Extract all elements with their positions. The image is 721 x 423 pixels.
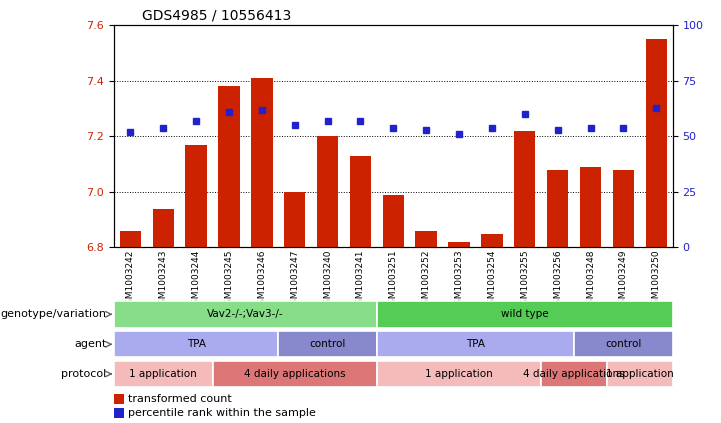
Bar xyxy=(547,170,568,247)
Bar xyxy=(153,209,174,247)
Bar xyxy=(251,78,273,247)
Text: 1 application: 1 application xyxy=(425,369,493,379)
Bar xyxy=(350,156,371,247)
Bar xyxy=(114,331,278,357)
Text: GSM1003249: GSM1003249 xyxy=(619,250,628,310)
Bar xyxy=(377,301,673,327)
Text: genotype/variation: genotype/variation xyxy=(1,309,107,319)
Text: protocol: protocol xyxy=(61,369,107,379)
Text: GSM1003244: GSM1003244 xyxy=(192,250,200,310)
Bar xyxy=(580,167,601,247)
Text: GDS4985 / 10556413: GDS4985 / 10556413 xyxy=(142,9,291,23)
Text: transformed count: transformed count xyxy=(128,394,231,404)
Bar xyxy=(481,233,503,247)
Bar xyxy=(114,301,377,327)
Bar xyxy=(514,131,536,247)
Text: wild type: wild type xyxy=(501,309,549,319)
Text: control: control xyxy=(309,339,346,349)
Bar xyxy=(415,231,437,247)
Text: GSM1003252: GSM1003252 xyxy=(422,250,430,310)
Text: agent: agent xyxy=(74,339,107,349)
Text: GSM1003247: GSM1003247 xyxy=(290,250,299,310)
Bar xyxy=(317,137,338,247)
Text: GSM1003243: GSM1003243 xyxy=(159,250,168,310)
Bar xyxy=(541,361,607,387)
Bar xyxy=(218,86,239,247)
Bar xyxy=(448,242,469,247)
Text: 1 application: 1 application xyxy=(129,369,197,379)
Text: Vav2-/-;Vav3-/-: Vav2-/-;Vav3-/- xyxy=(207,309,283,319)
Text: control: control xyxy=(605,339,642,349)
Bar xyxy=(284,192,306,247)
Text: TPA: TPA xyxy=(187,339,205,349)
Bar xyxy=(383,195,404,247)
Bar xyxy=(114,361,213,387)
Bar xyxy=(613,170,634,247)
Bar xyxy=(278,331,377,357)
Text: GSM1003246: GSM1003246 xyxy=(257,250,266,310)
Text: 4 daily applications: 4 daily applications xyxy=(244,369,345,379)
Bar xyxy=(377,331,574,357)
Text: TPA: TPA xyxy=(466,339,485,349)
Text: GSM1003241: GSM1003241 xyxy=(356,250,365,310)
Bar xyxy=(377,361,541,387)
Bar xyxy=(574,331,673,357)
Bar xyxy=(114,394,124,404)
Text: GSM1003256: GSM1003256 xyxy=(553,250,562,310)
Text: GSM1003254: GSM1003254 xyxy=(487,250,497,310)
Bar xyxy=(185,145,207,247)
Bar xyxy=(213,361,377,387)
Text: GSM1003250: GSM1003250 xyxy=(652,250,660,310)
Text: GSM1003248: GSM1003248 xyxy=(586,250,595,310)
Text: GSM1003255: GSM1003255 xyxy=(521,250,529,310)
Bar xyxy=(645,39,667,247)
Text: GSM1003245: GSM1003245 xyxy=(224,250,234,310)
Text: GSM1003240: GSM1003240 xyxy=(323,250,332,310)
Text: GSM1003253: GSM1003253 xyxy=(454,250,464,310)
Text: 1 application: 1 application xyxy=(606,369,673,379)
Bar xyxy=(120,231,141,247)
Text: percentile rank within the sample: percentile rank within the sample xyxy=(128,408,316,418)
Text: 4 daily applications: 4 daily applications xyxy=(523,369,625,379)
Bar xyxy=(114,408,124,418)
Text: GSM1003251: GSM1003251 xyxy=(389,250,398,310)
Bar xyxy=(607,361,673,387)
Text: GSM1003242: GSM1003242 xyxy=(126,250,135,310)
